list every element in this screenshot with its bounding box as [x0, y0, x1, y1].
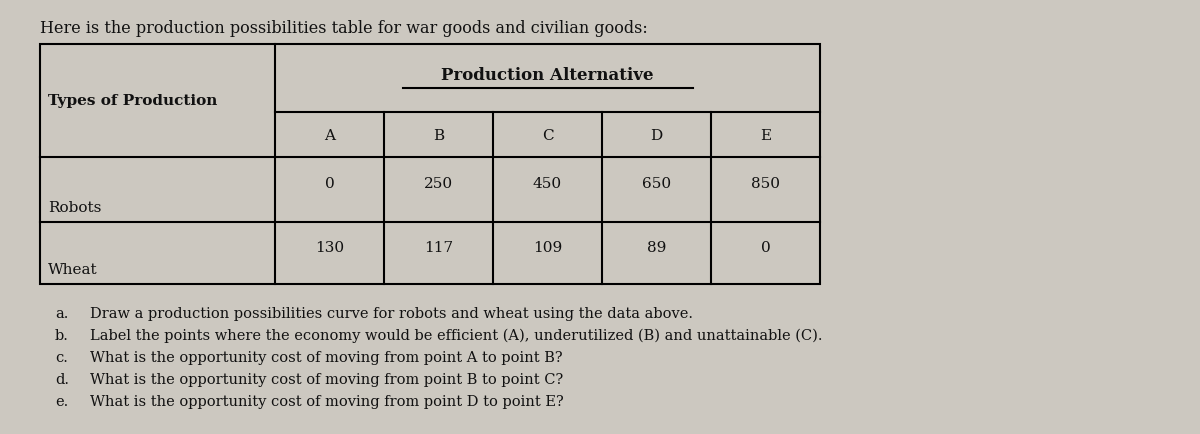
Text: Production Alternative: Production Alternative	[442, 66, 654, 83]
Bar	[40, 45, 820, 284]
Text: 250: 250	[424, 177, 454, 191]
Text: E: E	[760, 128, 772, 142]
Text: Here is the production possibilities table for war goods and civilian goods:: Here is the production possibilities tab…	[40, 20, 648, 37]
Text: 850: 850	[751, 177, 780, 191]
Text: 130: 130	[314, 240, 344, 254]
Text: 0: 0	[761, 240, 770, 254]
Text: 650: 650	[642, 177, 671, 191]
Text: a.: a.	[55, 306, 68, 320]
Text: 109: 109	[533, 240, 562, 254]
Text: 0: 0	[325, 177, 335, 191]
Text: What is the opportunity cost of moving from point D to point E?: What is the opportunity cost of moving f…	[90, 394, 564, 408]
Text: What is the opportunity cost of moving from point A to point B?: What is the opportunity cost of moving f…	[90, 350, 563, 364]
Text: b.: b.	[55, 328, 68, 342]
Text: A: A	[324, 128, 335, 142]
Text: 450: 450	[533, 177, 562, 191]
Text: 89: 89	[647, 240, 666, 254]
Text: B: B	[433, 128, 444, 142]
Text: What is the opportunity cost of moving from point B to point C?: What is the opportunity cost of moving f…	[90, 372, 563, 386]
Text: d.: d.	[55, 372, 70, 386]
Text: Label the points where the economy would be efficient (A), underutilized (B) and: Label the points where the economy would…	[90, 328, 822, 342]
Text: e.: e.	[55, 394, 68, 408]
Text: D: D	[650, 128, 662, 142]
Text: Types of Production: Types of Production	[48, 94, 217, 108]
Text: c.: c.	[55, 350, 68, 364]
Text: Robots: Robots	[48, 201, 101, 214]
Text: Wheat: Wheat	[48, 263, 97, 276]
Text: Draw a production possibilities curve for robots and wheat using the data above.: Draw a production possibilities curve fo…	[90, 306, 694, 320]
Text: C: C	[541, 128, 553, 142]
Text: 117: 117	[424, 240, 454, 254]
